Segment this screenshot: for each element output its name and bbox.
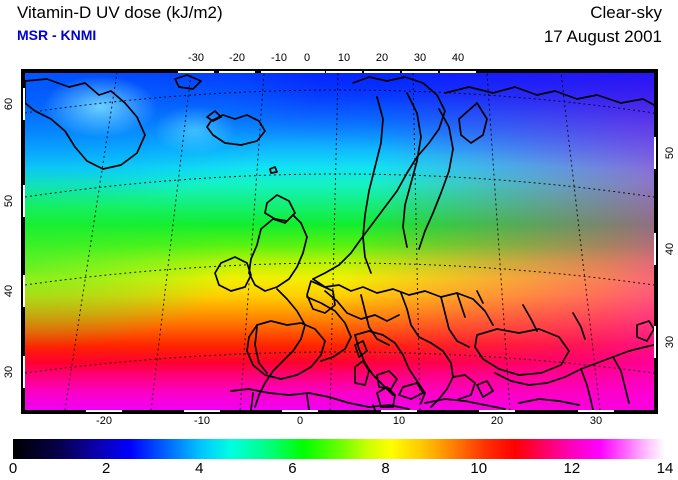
frame-tick xyxy=(21,71,25,88)
axis-tick-label: 0 xyxy=(303,52,311,64)
frame-tick xyxy=(21,388,25,412)
colorbar-tick-label: 6 xyxy=(288,460,297,477)
map-plot xyxy=(21,69,658,414)
colorbar-tick-label: 0 xyxy=(8,460,18,477)
map-frame xyxy=(21,69,658,414)
axis-tick-label: 20 xyxy=(375,52,389,64)
frame-tick xyxy=(654,265,658,326)
frame-tick xyxy=(255,69,261,73)
axis-tick-label: 50 xyxy=(664,146,676,160)
colorbar-tick-label: 2 xyxy=(101,460,111,477)
date-label: 17 August 2001 xyxy=(543,27,662,46)
frame-tick xyxy=(614,410,656,414)
frame-tick xyxy=(362,69,364,73)
header: Vitamin-D UV dose (kJ/m2) MSR - KNMI Cle… xyxy=(0,0,678,50)
frame-tick xyxy=(515,410,578,414)
frame-tick xyxy=(438,69,440,73)
axis-tick-label: 40 xyxy=(451,52,465,64)
axis-tick-label: 0 xyxy=(296,415,304,427)
axis-tick-label: -20 xyxy=(96,415,112,427)
axis-tick-label: 10 xyxy=(392,415,406,427)
frame-tick xyxy=(220,410,282,414)
axis-tick-label: 30 xyxy=(589,415,603,427)
axis-tick-label: -30 xyxy=(188,52,204,64)
frame-tick xyxy=(21,120,25,185)
frame-tick xyxy=(654,169,658,233)
axis-tick-label: 20 xyxy=(490,415,504,427)
frame-tick xyxy=(400,69,402,73)
frame-tick xyxy=(654,71,658,137)
frame-tick xyxy=(122,410,184,414)
axis-tick-label: 30 xyxy=(413,52,427,64)
axis-tick-label: 40 xyxy=(3,284,15,298)
axis-tick-label: 30 xyxy=(664,335,676,349)
colorbar: 0 2 4 6 8 10 12 14 xyxy=(9,439,673,480)
source-label: MSR - KNMI xyxy=(17,27,97,43)
frame-tick xyxy=(23,69,178,73)
frame-tick xyxy=(21,217,25,275)
map-raster xyxy=(25,73,654,410)
colorbar-tick-label: 14 xyxy=(656,460,674,477)
frame-tick xyxy=(476,69,656,73)
condition-label: Clear-sky xyxy=(590,3,662,22)
axis-tick-label: 60 xyxy=(3,97,15,111)
colorbar-tick-label: 4 xyxy=(195,460,204,477)
frame-tick xyxy=(325,69,326,73)
axis-tick-label: -10 xyxy=(271,52,287,64)
frame-tick xyxy=(417,410,479,414)
colorbar-tick-label: 8 xyxy=(381,460,390,477)
axis-tick-label: 40 xyxy=(664,242,676,256)
axis-tick-label: 10 xyxy=(337,52,351,64)
colorbar-tick-label: 10 xyxy=(470,460,488,477)
frame-tick xyxy=(654,358,658,412)
axis-tick-label: 50 xyxy=(3,194,15,208)
frame-tick xyxy=(318,410,381,414)
frame-tick xyxy=(214,69,219,73)
axis-tick-label: -20 xyxy=(229,52,245,64)
axis-tick-label: 30 xyxy=(3,365,15,379)
page-title: Vitamin-D UV dose (kJ/m2) xyxy=(17,3,223,22)
colorbar-gradient xyxy=(13,439,665,459)
colorbar-tick-label: 12 xyxy=(563,460,581,477)
frame-tick xyxy=(21,307,25,356)
frame-tick xyxy=(23,410,86,414)
axis-tick-label: -10 xyxy=(194,415,210,427)
